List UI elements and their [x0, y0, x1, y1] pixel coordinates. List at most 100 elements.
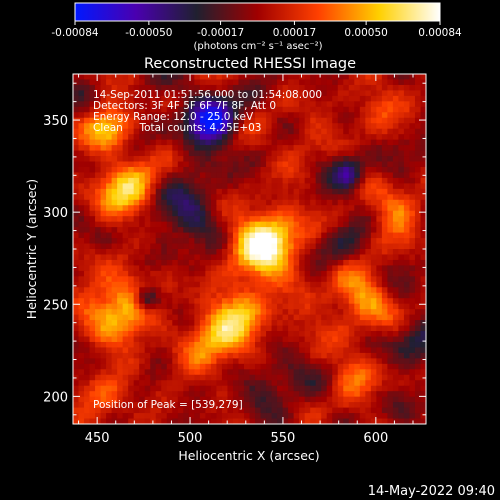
heatmap-cell — [321, 123, 328, 130]
heatmap-cell — [232, 374, 239, 381]
heatmap-cell — [199, 276, 206, 283]
heatmap-cell — [376, 418, 383, 424]
heatmap-cell — [321, 418, 328, 424]
heatmap-cell — [194, 243, 201, 250]
heatmap-cell — [299, 309, 306, 316]
heatmap-cell — [282, 90, 289, 97]
heatmap-cell — [221, 380, 228, 387]
heatmap-cell — [111, 347, 118, 354]
heatmap-cell — [293, 413, 300, 420]
heatmap-cell — [227, 199, 234, 206]
heatmap-cell — [365, 418, 372, 424]
heatmap-cell — [133, 183, 140, 190]
heatmap-cell — [205, 156, 212, 162]
heatmap-cell — [177, 232, 184, 239]
heatmap-cell — [354, 407, 361, 414]
heatmap-cell — [260, 320, 267, 327]
heatmap-cell — [260, 150, 267, 157]
heatmap-cell — [106, 128, 113, 135]
heatmap-cell — [150, 84, 157, 91]
heatmap-cell — [100, 227, 107, 234]
heatmap-cell — [299, 216, 306, 223]
heatmap-cell — [155, 232, 162, 239]
heatmap-cell — [370, 74, 377, 80]
heatmap-cell — [420, 188, 426, 195]
heatmap-cell — [348, 112, 355, 119]
heatmap-cell — [271, 292, 278, 299]
heatmap-cell — [359, 347, 366, 354]
heatmap-cell — [343, 309, 350, 316]
heatmap-cell — [216, 232, 223, 239]
heatmap-cell — [403, 128, 410, 135]
heatmap-cell — [359, 156, 366, 162]
heatmap-cell — [188, 150, 195, 157]
heatmap-cell — [288, 243, 295, 250]
heatmap-cell — [343, 380, 350, 387]
heatmap-cell — [183, 336, 190, 343]
heatmap-cell — [133, 298, 140, 305]
heatmap-cell — [221, 249, 228, 255]
heatmap-cell — [282, 123, 289, 130]
heatmap-cell — [227, 402, 234, 409]
heatmap-cell — [326, 314, 333, 321]
heatmap-cell — [376, 177, 383, 184]
heatmap-cell — [392, 139, 399, 146]
heatmap-cell — [293, 281, 300, 288]
heatmap-cell — [128, 106, 135, 113]
heatmap-cell — [255, 303, 262, 310]
heatmap-cell — [227, 292, 234, 299]
heatmap-cell — [304, 84, 311, 91]
heatmap-cell — [392, 205, 399, 212]
heatmap-cell — [310, 363, 317, 370]
heatmap-cell — [111, 221, 118, 228]
heatmap-cell — [310, 139, 317, 146]
heatmap-cell — [409, 128, 416, 135]
heatmap-cell — [337, 123, 344, 130]
heatmap-cell — [288, 205, 295, 212]
heatmap-cell — [89, 358, 96, 365]
heatmap-cell — [150, 227, 157, 234]
heatmap-cell — [216, 172, 223, 179]
heatmap-cell — [122, 259, 129, 266]
heatmap-cell — [315, 210, 322, 217]
heatmap-cell — [144, 106, 151, 113]
heatmap-cell — [243, 298, 250, 305]
heatmap-cell — [266, 314, 273, 321]
colorbar-tick-label: -0.00084 — [51, 27, 99, 39]
heatmap-cell — [392, 331, 399, 337]
heatmap-cell — [348, 358, 355, 365]
heatmap-cell — [243, 112, 250, 119]
heatmap-cell — [221, 325, 228, 332]
heatmap-cell — [332, 287, 339, 294]
heatmap-cell — [150, 259, 157, 266]
heatmap-cell — [293, 396, 300, 403]
heatmap-cell — [243, 369, 250, 376]
heatmap-cell — [161, 216, 168, 223]
heatmap-cell — [354, 216, 361, 223]
heatmap-cell — [348, 106, 355, 113]
heatmap-cell — [266, 90, 273, 97]
heatmap-cell — [370, 369, 377, 376]
heatmap-cell — [255, 166, 262, 173]
heatmap-cell — [337, 79, 344, 86]
heatmap-cell — [354, 188, 361, 195]
heatmap-cell — [227, 341, 234, 348]
heatmap-cell — [100, 238, 107, 245]
heatmap-cell — [188, 276, 195, 283]
heatmap-cell — [111, 95, 118, 102]
heatmap-cell — [205, 210, 212, 217]
heatmap-cell — [315, 79, 322, 86]
heatmap-cell — [409, 380, 416, 387]
heatmap-cell — [128, 287, 135, 294]
annotation-detectors: Detectors: 3F 4F 5F 6F 7F 8F, Att 0 — [93, 100, 276, 112]
heatmap-cell — [111, 325, 118, 332]
heatmap-cell — [398, 150, 405, 157]
heatmap-cell — [255, 259, 262, 266]
heatmap-cell — [381, 331, 388, 337]
heatmap-cell — [73, 145, 80, 152]
heatmap-cell — [293, 265, 300, 272]
heatmap-cell — [111, 74, 118, 80]
heatmap-cell — [238, 341, 245, 348]
heatmap-cell — [343, 287, 350, 294]
heatmap-cell — [398, 166, 405, 173]
